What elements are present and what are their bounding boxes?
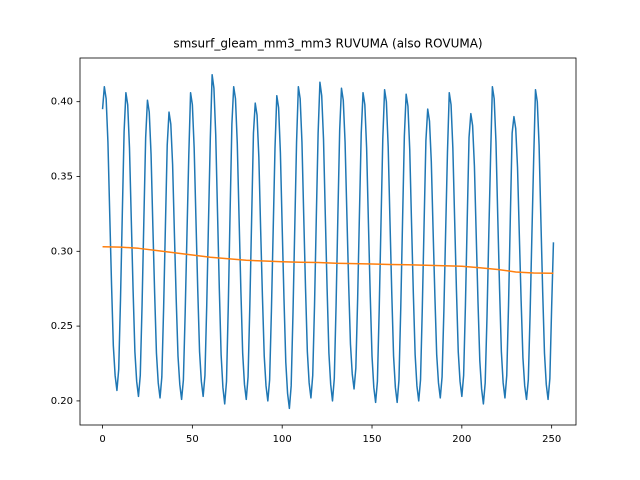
x-tick-label: 200 bbox=[452, 434, 471, 445]
y-tick-label: 0.20 bbox=[51, 396, 73, 407]
chart-title: smsurf_gleam_mm3_mm3 RUVUMA (also ROVUMA… bbox=[173, 37, 482, 51]
x-tick-label: 150 bbox=[362, 434, 381, 445]
x-tick-label: 250 bbox=[542, 434, 561, 445]
plot-frame bbox=[79, 57, 577, 426]
y-tick-label: 0.40 bbox=[51, 97, 73, 108]
x-tick-label: 100 bbox=[273, 434, 292, 445]
data-line bbox=[102, 246, 554, 275]
x-tick-label: 0 bbox=[99, 434, 105, 445]
x-tick-label: 50 bbox=[186, 434, 199, 445]
y-tick-label: 0.30 bbox=[51, 246, 73, 257]
data-line bbox=[101, 74, 555, 410]
y-tick-label: 0.35 bbox=[51, 171, 73, 182]
y-tick-label: 0.25 bbox=[51, 321, 73, 332]
